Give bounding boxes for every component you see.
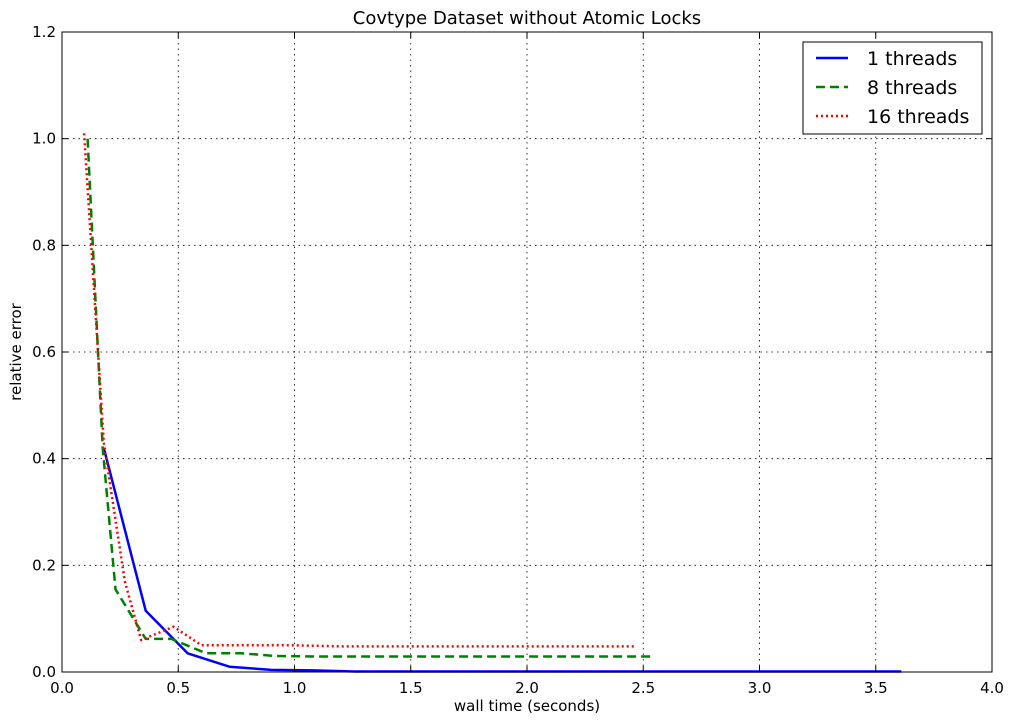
- series-line-1: [102, 447, 902, 673]
- legend: 1 threads 8 threads 16 threads: [802, 41, 983, 135]
- y-tick-label: 0.0: [32, 663, 56, 681]
- chart-title: Covtype Dataset without Atomic Locks: [353, 8, 701, 29]
- legend-label-1: 1 threads: [867, 48, 957, 70]
- legend-label-3: 16 threads: [867, 106, 969, 128]
- y-tick-label: 1.2: [32, 23, 56, 41]
- grid-lines: [62, 32, 992, 672]
- x-tick-label: 3.5: [864, 679, 888, 697]
- x-tick-label: 1.5: [399, 679, 423, 697]
- x-tick-label: 3.0: [748, 679, 772, 697]
- y-tick-label: 0.6: [32, 343, 56, 361]
- y-tick-label: 1.0: [32, 130, 56, 148]
- series-line-2: [86, 138, 653, 658]
- x-tick-label: 1.0: [283, 679, 307, 697]
- y-axis-label: relative error: [7, 302, 25, 400]
- x-tick-label: 2.5: [631, 679, 655, 697]
- x-tick-label: 0.0: [50, 679, 74, 697]
- x-tick-label: 0.5: [166, 679, 190, 697]
- series-line-3: [82, 133, 634, 648]
- y-tick-label: 0.8: [32, 236, 56, 254]
- series-layer: [82, 133, 902, 673]
- legend-label-2: 8 threads: [867, 77, 957, 99]
- axis-ticks: [61, 31, 993, 673]
- x-axis-label: wall time (seconds): [454, 697, 600, 715]
- x-tick-label: 2.0: [515, 679, 539, 697]
- y-tick-label: 0.4: [32, 450, 56, 468]
- x-tick-labels: 0.0 0.5 1.0 1.5 2.0 2.5 3.0 3.5 4.0: [50, 679, 1004, 697]
- y-tick-label: 0.2: [32, 556, 56, 574]
- y-tick-labels: 0.0 0.2 0.4 0.6 0.8 1.0 1.2: [32, 23, 56, 681]
- x-tick-label: 4.0: [980, 679, 1004, 697]
